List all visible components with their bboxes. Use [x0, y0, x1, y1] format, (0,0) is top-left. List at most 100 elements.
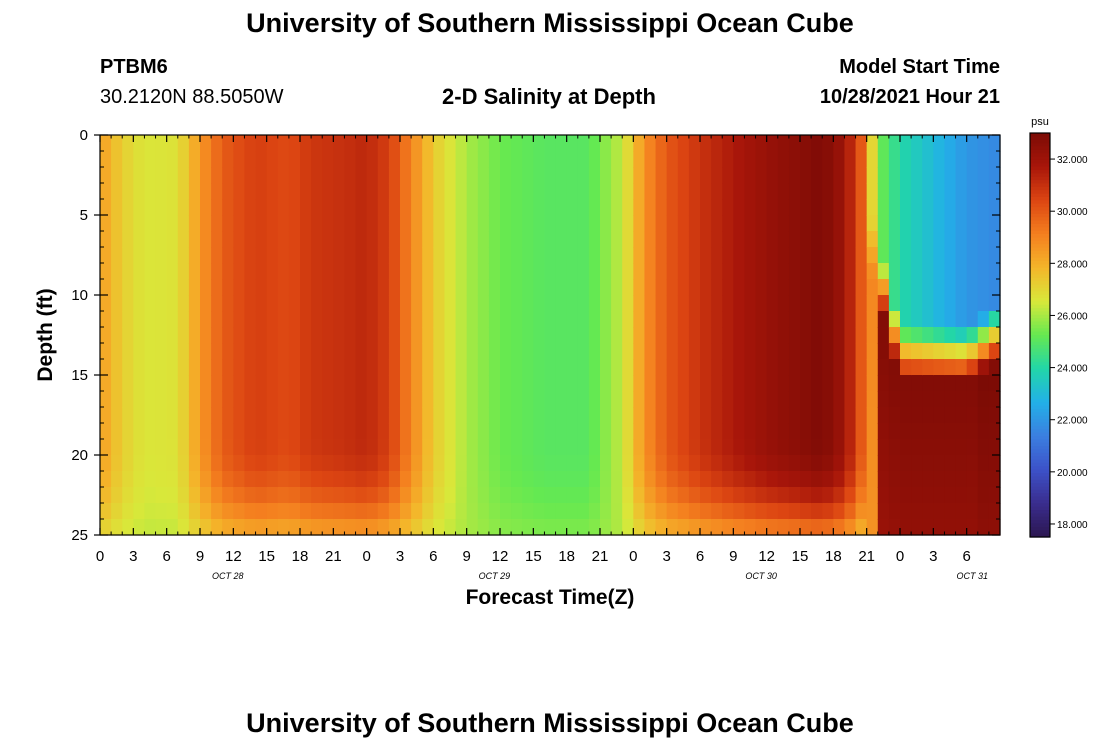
heat-cell	[377, 167, 390, 184]
heat-cell	[611, 167, 623, 184]
heat-cell	[511, 423, 523, 440]
heat-cell	[355, 327, 368, 344]
heat-cell	[811, 407, 823, 424]
heat-cell	[988, 215, 1001, 232]
heat-cell	[711, 135, 723, 152]
heat-cell	[366, 247, 379, 264]
heat-cell	[355, 375, 368, 392]
colorbar-tick-label: 20.000	[1057, 468, 1088, 479]
colorbar-segment	[1030, 176, 1050, 181]
heat-cell	[233, 343, 246, 360]
heat-cell	[666, 503, 679, 520]
heat-cell	[555, 247, 568, 264]
heat-cell	[322, 503, 334, 520]
heat-cell	[466, 215, 479, 232]
heat-cell	[244, 439, 257, 456]
heat-cell	[500, 423, 512, 440]
heat-cell	[144, 455, 157, 472]
heat-cell	[944, 375, 957, 392]
heat-cell	[722, 279, 734, 296]
heat-cell	[311, 263, 323, 280]
heat-cell	[833, 487, 846, 504]
heat-cell	[288, 455, 301, 472]
heat-cell	[844, 263, 857, 280]
heat-cell	[877, 215, 890, 232]
heat-cell	[855, 167, 868, 184]
heat-cell	[722, 359, 734, 376]
heat-cell	[833, 455, 846, 472]
heat-cell	[433, 295, 446, 312]
heat-cell	[788, 199, 801, 216]
heat-cell	[266, 391, 279, 408]
heat-cell	[388, 183, 401, 200]
heat-cell	[122, 167, 134, 184]
heat-cell	[411, 199, 423, 216]
heat-cell	[188, 439, 201, 456]
heat-cell	[555, 199, 568, 216]
heat-cell	[277, 487, 290, 504]
heat-cell	[644, 279, 657, 296]
heat-cell	[822, 471, 834, 488]
heat-cell	[288, 135, 301, 152]
heat-cell	[111, 167, 123, 184]
heat-cell	[711, 519, 723, 536]
heat-cell	[444, 151, 457, 168]
heat-cell	[877, 391, 890, 408]
heat-cell	[277, 311, 290, 328]
heat-cell	[833, 231, 846, 248]
heat-cell	[433, 231, 446, 248]
heat-cell	[900, 455, 912, 472]
heat-cell	[433, 311, 446, 328]
heat-cell	[888, 151, 901, 168]
heat-cell	[355, 311, 368, 328]
heat-cell	[566, 199, 579, 216]
heat-cell	[888, 439, 901, 456]
heat-cell	[744, 375, 757, 392]
colorbar-segment	[1030, 510, 1050, 515]
heat-cell	[611, 215, 623, 232]
heat-cell	[266, 263, 279, 280]
heat-cell	[588, 215, 601, 232]
heat-cell	[588, 199, 601, 216]
heat-cell	[588, 279, 601, 296]
heat-cell	[444, 439, 457, 456]
heat-cell	[988, 183, 1001, 200]
heat-cell	[633, 215, 646, 232]
heat-cell	[211, 167, 223, 184]
heat-cell	[544, 199, 557, 216]
heat-cell	[255, 359, 268, 376]
heat-cell	[166, 519, 179, 536]
heat-cell	[600, 151, 612, 168]
heat-cell	[311, 167, 323, 184]
heat-cell	[333, 231, 346, 248]
heat-cell	[455, 375, 468, 392]
heat-cell	[300, 503, 312, 520]
colorbar-segment	[1030, 210, 1050, 215]
heat-cell	[444, 279, 457, 296]
heat-cell	[733, 407, 746, 424]
heat-cell	[211, 455, 223, 472]
heat-cell	[622, 391, 634, 408]
heat-cell	[666, 439, 679, 456]
heat-cell	[811, 343, 823, 360]
heat-cell	[855, 327, 868, 344]
heat-cell	[411, 455, 423, 472]
heat-cell	[911, 231, 923, 248]
colorbar-segment	[1030, 419, 1050, 424]
heat-cell	[755, 183, 768, 200]
heat-cell	[744, 199, 757, 216]
heat-cell	[111, 151, 123, 168]
heat-cell	[955, 423, 968, 440]
heat-cell	[466, 407, 479, 424]
heat-cell	[455, 455, 468, 472]
heat-cell	[911, 135, 923, 152]
heat-cell	[144, 471, 157, 488]
colorbar-segment	[1030, 335, 1050, 339]
heat-cell	[466, 503, 479, 520]
heat-cell	[411, 231, 423, 248]
heat-cell	[766, 407, 779, 424]
heat-cell	[277, 503, 290, 520]
heat-cell	[800, 183, 812, 200]
heat-cell	[544, 423, 557, 440]
heat-cell	[500, 151, 512, 168]
